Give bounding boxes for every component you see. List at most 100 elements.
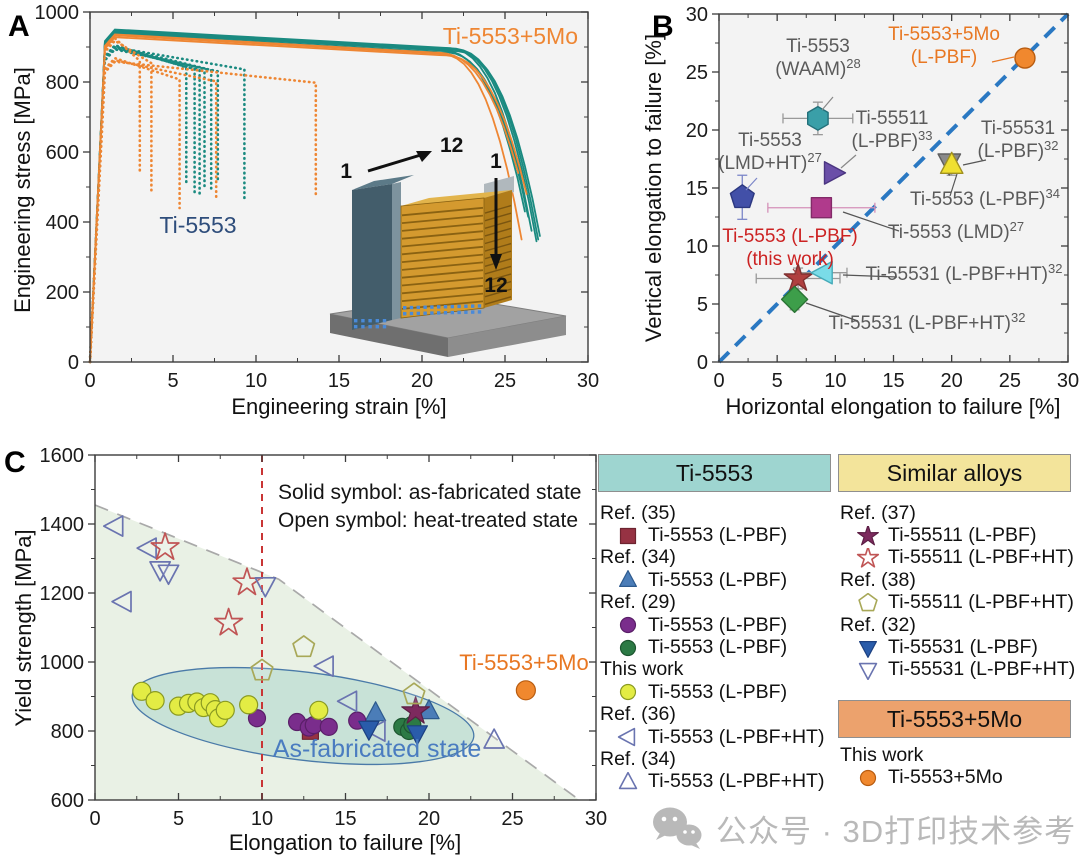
legend-ref-label: Ref. (32): [840, 613, 916, 636]
triangle-down-marker: [406, 725, 428, 746]
star-marker: [401, 696, 430, 724]
panel-c-as-fabricated-label: As-fabricated state: [273, 735, 481, 763]
legend-item-label: Ti-55511 (L-PBF): [888, 524, 1037, 547]
svg-text:0: 0: [713, 370, 724, 392]
legend-ref-label: This work: [600, 658, 684, 681]
svg-text:1600: 1600: [40, 445, 85, 467]
point-annotation: Ti-55511: [856, 108, 929, 129]
svg-text:5: 5: [173, 808, 184, 830]
pentagon-marker: [250, 658, 274, 681]
legend-item-label: Ti-5553 (L-PBF+HT): [648, 770, 825, 793]
legend-header-similar-alloys: Similar alloys: [838, 454, 1071, 492]
point-annotation: Ti-55531: [981, 118, 1055, 139]
legend-header-ti5553-5mo: Ti-5553+5Mo: [838, 700, 1071, 738]
svg-text:25: 25: [999, 370, 1021, 392]
triangle-up-marker-icon: [618, 771, 638, 790]
square-marker: [810, 196, 833, 219]
svg-text:5: 5: [697, 294, 708, 316]
panel-a-y-axis-label: Engineering stress [MPa]: [10, 67, 35, 313]
star-marker: [150, 532, 180, 561]
triangle-left-marker-icon: [617, 727, 636, 747]
point-annotation: (L-PBF)32: [978, 138, 1059, 162]
legend-item: Ti-55531 (L-PBF+HT): [838, 658, 1078, 681]
panel-b-y-axis-label: Vertical elongation to failure [%]: [641, 34, 666, 342]
panel-c-axes: 0 5 10 15 20 25 30 600 800 1000 1200 1400 1600: [40, 445, 608, 830]
point-annotation: (L-PBF)33: [852, 128, 933, 152]
svg-text:400: 400: [46, 212, 79, 234]
svg-text:20: 20: [418, 808, 440, 830]
svg-text:600: 600: [51, 790, 84, 812]
svg-text:10: 10: [686, 236, 708, 258]
svg-text:10: 10: [245, 370, 267, 392]
legend-ref-label: This work: [840, 743, 924, 766]
legend-item-label: Ti-55511 (L-PBF+HT): [888, 546, 1074, 569]
svg-text:600: 600: [46, 142, 79, 164]
legend-item: Ti-55511 (L-PBF+HT): [838, 546, 1078, 569]
circle-marker-icon: [859, 769, 877, 786]
circle-marker: [309, 700, 329, 720]
panel-b-axes: 0 5 10 15 20 25 30 0 5 10 15 20 25 30: [686, 4, 1079, 392]
legend-item-label: Ti-5553+5Mo: [888, 766, 1003, 789]
legend-item: Ti-5553+5Mo: [838, 766, 1078, 788]
svg-text:30: 30: [577, 370, 599, 392]
point-annotation: Ti-5553: [738, 130, 802, 151]
svg-text:25: 25: [501, 808, 523, 830]
point-annotation: Ti-5553 (L-PBF): [722, 226, 858, 247]
panel-a-x-axis-label: Engineering strain [%]: [231, 394, 446, 419]
svg-text:15: 15: [686, 178, 708, 200]
triangle-left-marker: [111, 590, 132, 613]
star-marker-icon: [856, 547, 880, 568]
circle-marker: [145, 691, 165, 711]
legend-item-label: Ti-55511 (L-PBF+HT): [888, 591, 1074, 614]
triangle-down-marker: [254, 576, 277, 598]
triangle-up-marker-icon: [619, 570, 637, 588]
legend-item: Ti-5553 (L-PBF): [598, 524, 836, 546]
triangle-down-marker: [358, 720, 380, 741]
svg-text:25: 25: [686, 62, 708, 84]
legend-item-label: Ti-5553 (L-PBF): [648, 524, 788, 547]
svg-text:15: 15: [328, 370, 350, 392]
svg-text:20: 20: [686, 120, 708, 142]
legend-item-label: Ti-5553 (L-PBF): [648, 680, 788, 703]
circle-marker-icon: [619, 684, 637, 701]
legend-item: Ti-55531 (L-PBF): [838, 636, 1078, 658]
legend-item: Ti-55511 (L-PBF+HT): [838, 591, 1078, 614]
panel-a-inset: 1 12 1 12: [329, 134, 567, 357]
panel-c-x-axis-label: Elongation to failure [%]: [229, 830, 461, 855]
pentagon-marker: [292, 635, 316, 658]
svg-text:30: 30: [585, 808, 607, 830]
triangle-down-marker: [157, 564, 180, 586]
legend-column-ti5553-5mo: This work Ti-5553+5Mo: [838, 744, 1078, 789]
stress-strain-curve-dotted: [88, 43, 188, 364]
legend-item: Ti-5553 (L-PBF): [598, 569, 836, 591]
svg-text:0: 0: [697, 352, 708, 374]
panel-c-mo-point-label: Ti-5553+5Mo: [459, 650, 588, 675]
svg-text:20: 20: [941, 370, 963, 392]
triangle-left-marker: [313, 655, 334, 678]
wechat-icon: [653, 807, 702, 849]
legend-item-label: Ti-5553 (L-PBF+HT): [648, 725, 825, 748]
legend-item: Ti-5553 (L-PBF+HT): [598, 726, 836, 748]
triangle-down-marker-icon: [858, 662, 878, 680]
svg-text:25: 25: [494, 370, 516, 392]
point-annotation: Ti-5553 (L-PBF)34: [910, 186, 1060, 210]
svg-text:5: 5: [772, 370, 783, 392]
point-annotation: Ti-55531 (L-PBF+HT)32: [866, 261, 1063, 285]
legend-ref-label: Ref. (29): [600, 591, 676, 614]
legend-ref-label: Ref. (38): [840, 568, 916, 591]
legend-column-ti5553: Ref. (35) Ti-5553 (L-PBF) Ref. (34) Ti-5553…: [598, 502, 836, 793]
panel-c-letter: C: [4, 446, 26, 479]
legend-ref-label: Ref. (37): [840, 501, 916, 524]
point-annotation: Ti-55531 (L-PBF+HT)32: [829, 310, 1026, 334]
triangle-down-marker: [149, 561, 172, 582]
svg-text:30: 30: [1057, 370, 1079, 392]
inset-arrow-side-from: 1: [490, 150, 502, 173]
panel-b-letter: B: [652, 10, 674, 43]
pentagon-marker-icon: [858, 592, 878, 612]
legend-ref-label: Ref. (36): [600, 703, 676, 726]
triangle-left-marker: [102, 515, 124, 537]
panel-b-plot: [717, 12, 1070, 364]
legend-item-label: Ti-5553 (L-PBF): [648, 613, 788, 636]
legend-ref-label: Ref. (35): [600, 501, 676, 524]
